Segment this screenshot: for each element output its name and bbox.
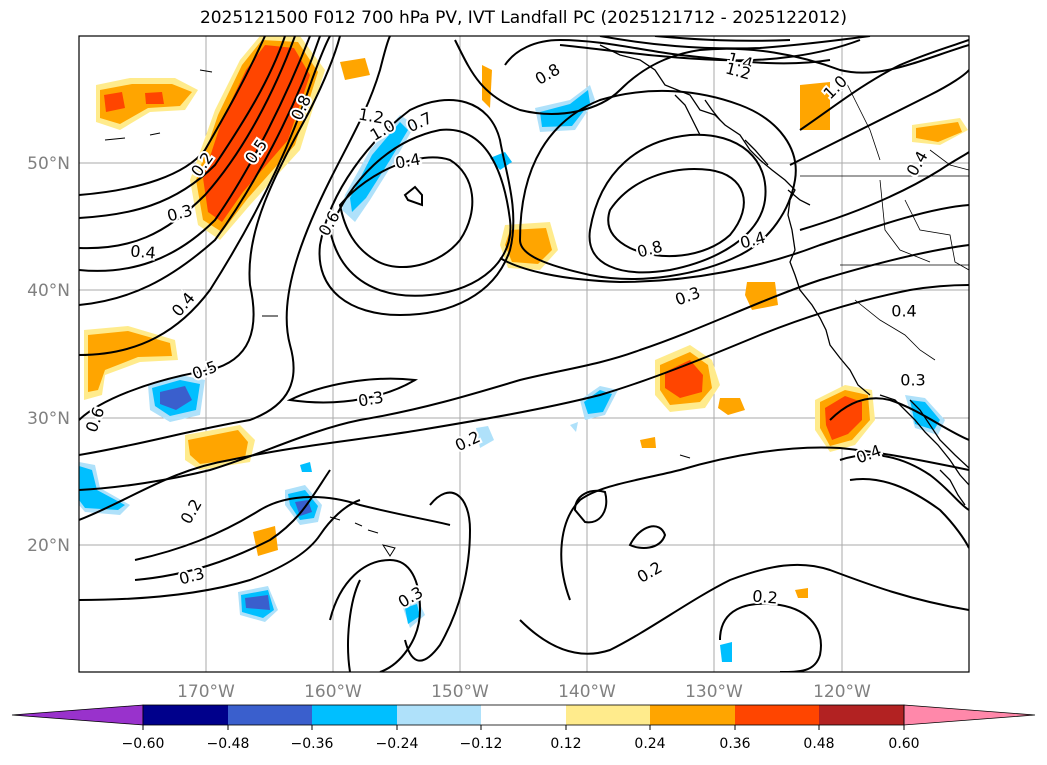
lat-label-20: 20°N xyxy=(27,536,70,556)
colorbar-outline xyxy=(142,704,905,726)
colorbar-tick-label: −0.36 xyxy=(291,736,334,752)
colorbar-segment xyxy=(819,705,904,725)
contour-label: 0.3 xyxy=(900,371,925,390)
colorbar-tick-label: 0.60 xyxy=(888,736,919,752)
colorbar-tick-label: 0.12 xyxy=(550,736,581,752)
colorbar-segment xyxy=(735,705,819,725)
lon-label-160w: 160°W xyxy=(304,682,362,702)
colorbar-extend-max xyxy=(903,704,1036,726)
colorbar-segment xyxy=(312,705,397,725)
coastlines xyxy=(599,44,969,506)
figure-title: 2025121500 F012 700 hPa PV, IVT Landfall… xyxy=(199,8,847,28)
lon-label-150w: 150°W xyxy=(431,682,489,702)
lon-label-170w: 170°W xyxy=(177,682,235,702)
colorbar-tick-label: 0.36 xyxy=(719,736,750,752)
lat-label-30: 30°N xyxy=(27,409,70,429)
colorbar-segment xyxy=(143,705,228,725)
lon-label-120w: 120°W xyxy=(813,682,871,702)
lon-label-140w: 140°W xyxy=(558,682,616,702)
lat-label-40: 40°N xyxy=(27,281,70,301)
colorbar-segment xyxy=(228,705,312,725)
islands xyxy=(104,69,691,557)
colorbar-extend-min xyxy=(11,704,144,726)
colorbar-segment xyxy=(650,705,735,725)
contour-label: 0.2 xyxy=(752,586,779,607)
latitude-labels: 50°N 40°N 30°N 20°N xyxy=(27,154,70,556)
lon-label-130w: 130°W xyxy=(685,682,743,702)
pv-contours xyxy=(79,36,969,672)
colorbar-tick-label: −0.12 xyxy=(460,736,503,752)
lat-label-50: 50°N xyxy=(27,154,70,174)
contour-label: 0.4 xyxy=(891,302,916,321)
colorbar-segment xyxy=(481,705,566,725)
colorbar-tick-label: −0.48 xyxy=(207,736,250,752)
colorbar-segment xyxy=(397,705,481,725)
colorbar-tick-label: 0.48 xyxy=(803,736,834,752)
colorbar-tick-label: −0.60 xyxy=(122,736,165,752)
map-frame xyxy=(78,35,970,673)
colorbar-tick-label: 0.24 xyxy=(634,736,665,752)
colorbar-tick-label: −0.24 xyxy=(376,736,419,752)
gridlines xyxy=(79,36,969,672)
colorbar: −0.60 −0.48 −0.36 −0.24 −0.12 0.12 0.24 … xyxy=(11,704,1036,752)
longitude-labels: 170°W 160°W 150°W 140°W 130°W 120°W xyxy=(177,682,871,702)
contour-label: 0.4 xyxy=(130,241,157,262)
colorbar-segment xyxy=(566,705,650,725)
political-boundaries xyxy=(800,79,969,361)
